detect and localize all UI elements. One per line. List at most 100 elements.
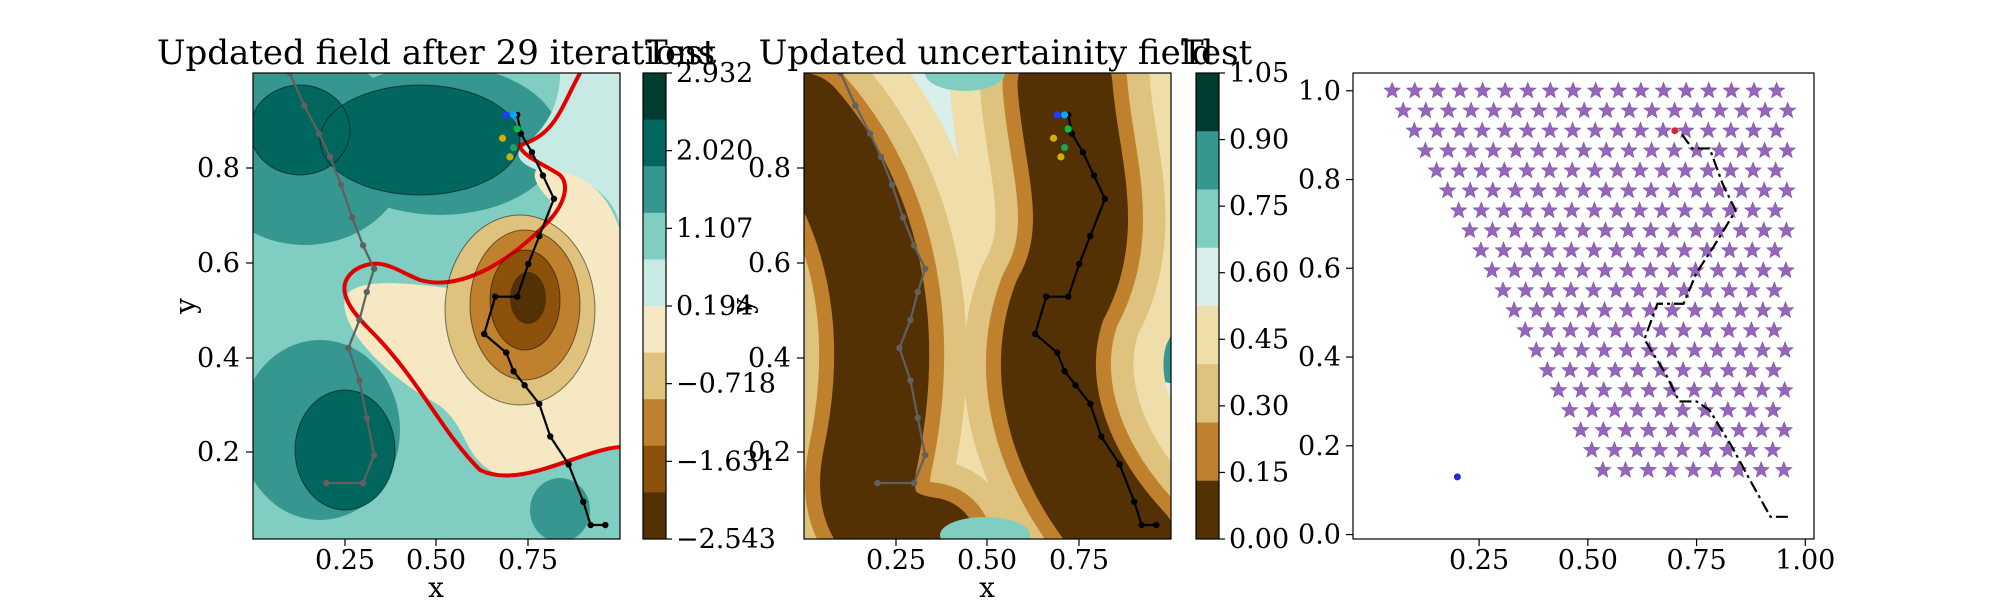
trajectory-point (580, 498, 587, 505)
star-marker (1745, 81, 1763, 99)
panel-1-lower-left-high (295, 390, 395, 510)
trajectory-point (852, 102, 859, 109)
panel-3-x-ticks: 0.25 0.50 0.75 1.00 (1449, 539, 1835, 576)
star-marker (1551, 221, 1570, 239)
star-marker (1652, 281, 1671, 298)
panel-2-colorbar-ticks: 1.05 0.90 0.75 0.60 0.45 0.30 0.15 0.00 (1219, 58, 1289, 555)
trajectory-point (1043, 293, 1050, 300)
colorbar-segment (1196, 73, 1219, 132)
star-marker (1743, 241, 1762, 259)
star-marker (1462, 101, 1481, 119)
panel-2-field (800, 73, 1171, 545)
star-marker (1708, 341, 1727, 358)
star-marker (1606, 361, 1625, 378)
star-marker (1595, 341, 1614, 358)
star-marker (1744, 121, 1763, 139)
star-marker (1594, 420, 1613, 438)
star-marker (1616, 460, 1635, 478)
trajectory-point (323, 479, 330, 487)
trajectory-point (602, 521, 609, 529)
panel-3-ytick-label: 0.8 (1298, 165, 1341, 196)
panel-1-low-level-4 (510, 272, 546, 324)
star-marker (1551, 181, 1570, 199)
star-marker (1594, 380, 1613, 398)
star-marker (1654, 121, 1673, 139)
sample-point (509, 111, 518, 119)
star-marker (1494, 281, 1512, 298)
star-marker (1673, 440, 1692, 458)
star-marker (1685, 380, 1704, 398)
star-marker (1550, 301, 1569, 318)
trajectory-point (348, 214, 356, 221)
sample-point (1060, 111, 1069, 119)
panel-2-xlabel: x (979, 571, 995, 600)
trajectory-point (1061, 368, 1068, 375)
star-marker (1606, 321, 1625, 338)
panel-3-dashed-path (1643, 130, 1788, 518)
panel-3-ytick-label: 1.0 (1298, 76, 1341, 107)
star-marker (1473, 121, 1492, 139)
colorbar-tick-label: −2.543 (676, 524, 776, 555)
panel-2-yellow-contours (800, 120, 930, 545)
trajectory-line (288, 73, 376, 485)
star-marker (1699, 161, 1717, 179)
star-marker (1496, 81, 1515, 99)
panel-1-x-ticks (344, 539, 529, 546)
colorbar-segment (1196, 247, 1219, 307)
star-marker (1777, 181, 1796, 199)
star-marker (1752, 420, 1771, 438)
panel-1-contour-lines (253, 84, 596, 511)
star-marker (1699, 121, 1718, 139)
star-marker (1416, 141, 1435, 159)
panel-3-y-ticks: 0.0 0.2 0.4 0.6 0.8 1.0 (1298, 76, 1353, 551)
star-marker (1561, 361, 1579, 378)
trajectory-point (1076, 260, 1083, 268)
panel-2-ytick-label: 0.4 (748, 343, 791, 374)
star-marker (1665, 141, 1684, 159)
panel-2-xtick-label: 0.75 (1049, 545, 1109, 576)
star-marker (1777, 261, 1795, 279)
star-marker (1663, 341, 1681, 358)
star-marker (1518, 81, 1537, 99)
star-marker (1641, 221, 1660, 239)
star-marker (1764, 400, 1783, 418)
panel-2-title: Updated uncertainity field (759, 33, 1214, 73)
panel-1-ylabel: y (169, 298, 202, 315)
star-marker (1631, 161, 1649, 179)
star-marker (1585, 201, 1604, 219)
star-marker (1731, 261, 1750, 279)
star-marker (1767, 121, 1786, 139)
colorbar-segment (643, 445, 666, 493)
trajectory-point (286, 73, 293, 77)
star-marker (1494, 241, 1513, 259)
star-marker (1597, 141, 1616, 159)
highlight-point (1453, 473, 1461, 481)
trajectory-point (899, 214, 907, 221)
star-marker (1539, 241, 1558, 259)
star-marker (1777, 221, 1796, 239)
star-marker (1755, 181, 1774, 199)
star-marker (1662, 380, 1681, 398)
trajectory-point (1087, 400, 1094, 408)
star-marker (1617, 341, 1636, 358)
sample-point (506, 153, 514, 161)
trajectory-point (1101, 195, 1109, 203)
star-marker (1687, 181, 1706, 199)
panel-2-colorbar-frame (1195, 72, 1220, 540)
colorbar-segment (1196, 480, 1219, 540)
colorbar-segment (1196, 364, 1219, 423)
star-marker (1642, 181, 1661, 199)
panel-2-top-pool (925, 73, 1005, 91)
trajectory-point (363, 288, 370, 296)
panel-3-xtick-label: 1.00 (1775, 545, 1835, 576)
colorbar-tick-label: 0.60 (1229, 258, 1289, 289)
star-marker (1571, 420, 1590, 438)
trajectory-point (370, 265, 378, 272)
star-marker (1505, 301, 1523, 318)
star-marker (1427, 161, 1446, 179)
star-marker (1528, 221, 1547, 239)
trajectory-point (921, 451, 929, 459)
star-marker (1595, 301, 1614, 318)
star-marker (1618, 261, 1637, 279)
star-marker (1741, 440, 1759, 458)
